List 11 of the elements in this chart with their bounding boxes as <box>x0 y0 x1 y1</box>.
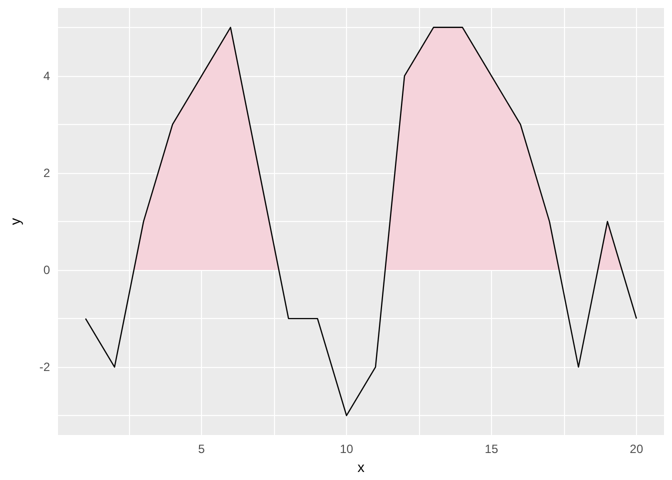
line-series <box>84 26 638 416</box>
x-tick-label: 20 <box>630 442 644 456</box>
x-axis-title: x <box>358 458 364 475</box>
y-tick-label: 0 <box>43 263 50 278</box>
y-tick-label: -2 <box>39 360 50 374</box>
y-tick-label: 2 <box>43 166 50 180</box>
x-tick-label: 15 <box>484 442 498 456</box>
y-axis-title: y <box>7 218 23 225</box>
x-tick-label: 10 <box>340 442 354 456</box>
x-tick-label: 5 <box>198 442 206 456</box>
y-tick-label: 4 <box>43 68 50 83</box>
